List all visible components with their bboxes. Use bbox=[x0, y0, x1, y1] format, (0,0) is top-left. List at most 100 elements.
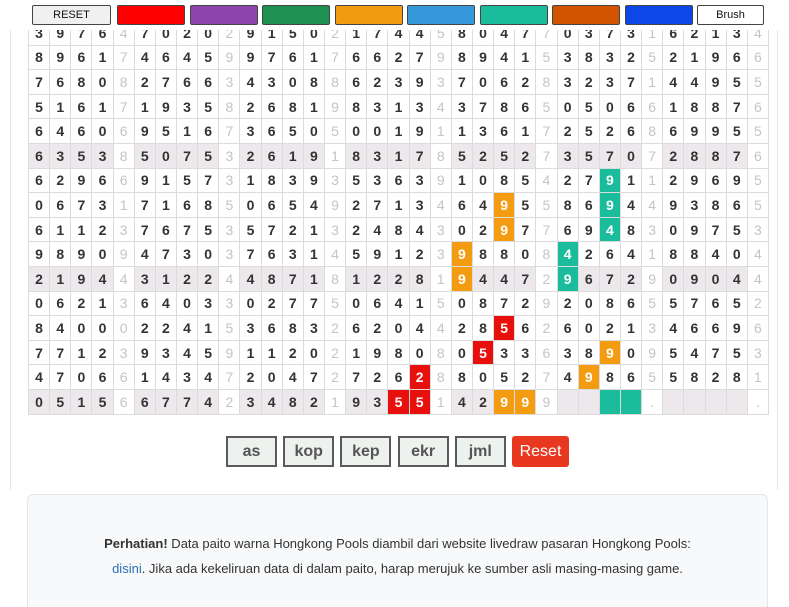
cell[interactable]: 3 bbox=[218, 241, 241, 267]
cell[interactable]: 6 bbox=[133, 388, 156, 415]
cell[interactable]: 0 bbox=[725, 241, 748, 267]
cell[interactable]: 6 bbox=[154, 216, 177, 243]
cell[interactable]: 0 bbox=[556, 30, 579, 46]
cell[interactable]: 6 bbox=[725, 192, 748, 218]
cell[interactable]: 7 bbox=[323, 44, 347, 71]
cell[interactable]: 3 bbox=[387, 69, 410, 95]
cell[interactable]: 1 bbox=[91, 290, 114, 317]
cell[interactable]: 9 bbox=[598, 192, 621, 218]
cell[interactable]: 9 bbox=[641, 339, 664, 366]
cell[interactable]: 3 bbox=[746, 216, 769, 243]
cell[interactable]: 7 bbox=[175, 388, 199, 415]
cell[interactable]: 7 bbox=[281, 265, 304, 292]
cell[interactable]: 0 bbox=[175, 290, 199, 317]
cell[interactable]: 3 bbox=[112, 339, 135, 366]
cell[interactable]: 0 bbox=[302, 30, 325, 46]
cell[interactable]: 5 bbox=[70, 142, 93, 169]
cell[interactable]: 8 bbox=[577, 44, 600, 71]
cell[interactable]: 3 bbox=[154, 339, 177, 366]
cell[interactable]: 1 bbox=[387, 142, 410, 169]
cell[interactable]: 2 bbox=[345, 192, 368, 218]
cell[interactable]: 6 bbox=[746, 93, 769, 120]
cell[interactable]: 1 bbox=[133, 93, 156, 120]
cell[interactable]: 5 bbox=[746, 167, 769, 194]
cell[interactable]: 0 bbox=[197, 30, 220, 46]
cell[interactable]: 5 bbox=[345, 167, 368, 194]
reset-tool[interactable]: RESET bbox=[32, 5, 111, 25]
cell[interactable]: 7 bbox=[619, 69, 643, 95]
cell[interactable]: 3 bbox=[641, 216, 664, 243]
cell[interactable]: 5 bbox=[535, 44, 558, 71]
cell[interactable]: 6 bbox=[345, 315, 368, 341]
cell[interactable]: 8 bbox=[725, 364, 748, 390]
cell[interactable]: 4 bbox=[598, 216, 621, 243]
cell[interactable]: 0 bbox=[471, 30, 495, 46]
cell[interactable]: 3 bbox=[366, 167, 389, 194]
cell[interactable]: 1 bbox=[619, 167, 643, 194]
cell[interactable]: 4 bbox=[556, 364, 579, 390]
cell[interactable]: 5 bbox=[28, 93, 51, 120]
cell[interactable]: 4 bbox=[49, 315, 72, 341]
cell[interactable]: 5 bbox=[725, 216, 748, 243]
cell[interactable]: 5 bbox=[197, 339, 220, 366]
cell[interactable]: 3 bbox=[133, 265, 156, 292]
cell[interactable]: 0 bbox=[471, 364, 495, 390]
cell[interactable]: 6 bbox=[197, 69, 220, 95]
cell[interactable]: 9 bbox=[302, 167, 325, 194]
cell[interactable]: 8 bbox=[683, 364, 706, 390]
cell[interactable]: 0 bbox=[471, 69, 495, 95]
color-swatch[interactable] bbox=[624, 5, 693, 25]
cell[interactable]: 3 bbox=[281, 167, 304, 194]
cell[interactable]: 2 bbox=[239, 142, 262, 169]
cell[interactable]: 6 bbox=[514, 315, 537, 341]
cell[interactable]: 1 bbox=[260, 339, 283, 366]
cell[interactable]: 7 bbox=[28, 69, 51, 95]
cell[interactable]: 7 bbox=[302, 290, 325, 317]
cell[interactable]: 3 bbox=[91, 192, 114, 218]
cell[interactable]: 5 bbox=[281, 192, 304, 218]
cell[interactable]: 2 bbox=[366, 315, 389, 341]
cell[interactable]: 3 bbox=[218, 216, 241, 243]
cell[interactable]: 6 bbox=[493, 118, 516, 144]
cell[interactable]: 7 bbox=[302, 364, 325, 390]
cell[interactable]: 4 bbox=[493, 30, 516, 46]
cell[interactable]: 4 bbox=[493, 265, 516, 292]
cell[interactable]: 9 bbox=[662, 192, 685, 218]
cell[interactable]: 2 bbox=[133, 315, 156, 341]
cell[interactable]: 8 bbox=[493, 93, 516, 120]
cell[interactable]: 6 bbox=[28, 167, 51, 194]
cell[interactable]: 9 bbox=[408, 69, 431, 95]
reset-button[interactable]: Reset bbox=[512, 436, 569, 467]
cell[interactable]: 1 bbox=[387, 241, 410, 267]
cell[interactable]: 7 bbox=[725, 93, 748, 120]
cell[interactable]: 6 bbox=[704, 167, 727, 194]
cell[interactable]: 4 bbox=[662, 315, 685, 341]
cell[interactable]: 8 bbox=[218, 93, 241, 120]
cell[interactable]: 6 bbox=[91, 167, 114, 194]
cell[interactable]: 2 bbox=[218, 388, 241, 415]
cell[interactable]: 4 bbox=[746, 241, 769, 267]
cell[interactable]: 2 bbox=[598, 315, 621, 341]
cell[interactable]: 9 bbox=[70, 241, 93, 267]
cell[interactable]: 1 bbox=[429, 118, 452, 144]
cell[interactable]: 5 bbox=[641, 364, 664, 390]
cell[interactable]: 9 bbox=[218, 44, 241, 71]
cell[interactable]: 6 bbox=[197, 118, 220, 144]
cell[interactable]: 7 bbox=[598, 142, 621, 169]
cell[interactable]: 8 bbox=[281, 315, 304, 341]
cell[interactable]: 3 bbox=[366, 388, 389, 415]
cell[interactable]: 5 bbox=[725, 339, 748, 366]
cell[interactable]: 8 bbox=[450, 364, 473, 390]
cell[interactable]: 1 bbox=[70, 216, 93, 243]
cell[interactable]: 5 bbox=[641, 44, 664, 71]
cell[interactable]: 8 bbox=[28, 44, 51, 71]
cell[interactable]: 6 bbox=[260, 241, 283, 267]
cell[interactable]: 2 bbox=[556, 167, 579, 194]
cell[interactable]: 1 bbox=[91, 44, 114, 71]
cell[interactable]: 3 bbox=[323, 167, 347, 194]
cell[interactable]: 5 bbox=[577, 118, 600, 144]
cell[interactable]: 8 bbox=[535, 241, 558, 267]
filter-button[interactable]: ekr bbox=[397, 436, 449, 467]
cell[interactable]: 7 bbox=[260, 216, 283, 243]
cell[interactable]: 0 bbox=[450, 339, 473, 366]
